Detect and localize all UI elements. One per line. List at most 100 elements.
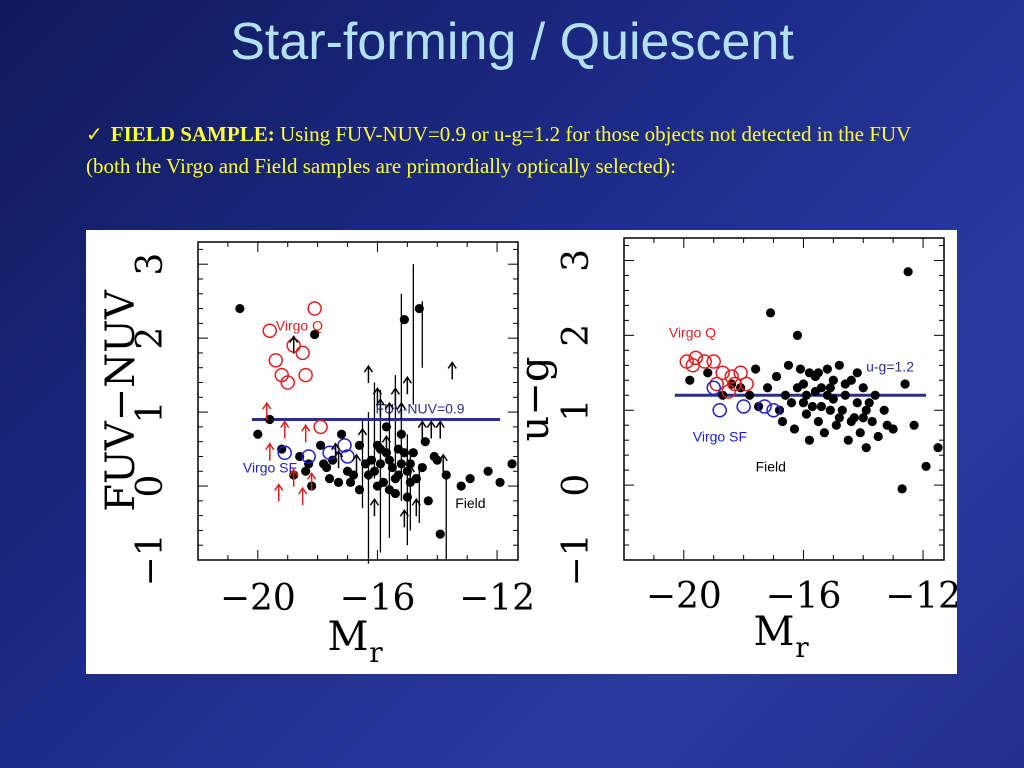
arrow-head [369,497,380,506]
field-point [354,485,365,495]
virgo-sf-point [757,399,772,414]
y-axis-label: u−g [512,357,558,442]
plot-frame [197,241,519,561]
upper-limit-arrow [417,420,427,439]
x-axis-label: M [328,614,369,660]
field-point [483,466,493,476]
virgo-q-point [724,369,739,384]
upper-limit-arrow [351,453,362,472]
field-point [384,455,395,465]
arrow-head [274,483,284,491]
annotation-label: Field [455,495,485,511]
virgo-sf-point [736,399,751,414]
virgo-sf-point [340,449,355,464]
field-point [310,329,320,340]
upper-limit-arrow [357,427,368,446]
field-point [304,459,314,469]
upper-limit-arrow [426,420,436,439]
field-point [399,315,409,325]
y-axis-label: FUV−NUV [98,289,144,512]
virgo-q-limit-arrow [298,486,308,506]
virgo-q-point [733,365,748,381]
arrow-head [399,508,409,517]
plot-2: −20 −16 −12 −1 0 1 2 3 u−g M r u-g=1.2 Virgo Q Virgo … [512,237,957,664]
field-point [801,409,812,419]
field-point [834,360,844,370]
field-point [861,405,871,415]
arrow-head [384,401,395,410]
field-point [840,379,850,389]
virgo-sf-point [712,402,727,418]
field-point [843,435,853,445]
upper-limit-arrow [381,435,392,454]
arrow-head [447,361,457,369]
arrow-head [298,486,308,495]
field-point [396,429,406,439]
field-point [324,474,335,484]
x-tick-label: −20 [646,576,722,617]
arrow-head [402,375,412,384]
field-point [831,420,841,430]
plot-1: −20 −16 −12 −1 0 1 2 3 FUV−NUV M r FUV-NUV=0.9 Virgo… [98,241,535,669]
field-point [429,451,439,462]
field-point [801,390,812,400]
field-point [253,429,263,439]
arrow-head [262,401,272,410]
arrow-head [289,468,299,477]
arrow-head [381,435,392,443]
field-point [465,474,475,484]
field-point [372,481,383,491]
virgo-q-limit-arrow [301,423,311,443]
bullet-heading: FIELD SAMPLE: [110,122,275,146]
field-point [441,470,451,480]
field-point [798,398,809,408]
field-point [750,364,761,374]
upper-limit-arrow [333,449,344,469]
field-point [921,461,931,471]
field-point [909,420,919,430]
arrow-head [435,420,445,428]
virgo-q-limit-arrow [274,483,284,502]
arrow-head [330,442,341,451]
virgo-q-limit-arrow [289,468,299,487]
virgo-q-point [721,384,736,399]
field-point [816,401,826,412]
y-tick-label: 3 [130,253,171,276]
field-point [390,474,400,484]
field-point [456,481,466,491]
field-point [828,375,838,385]
x-tick-label: −16 [339,578,415,619]
field-point [423,496,433,506]
arrow-head [405,464,415,473]
virgo-q-point [298,367,313,383]
y-tick-label: 2 [556,324,597,347]
virgo-q-point [709,376,724,392]
field-point [819,428,829,438]
arrow-head [333,449,344,458]
field-point [810,386,821,397]
field-point [858,413,868,423]
x-tick-label: −12 [459,578,535,619]
field-point [837,405,847,415]
field-point [363,470,374,480]
y-tick-label: 0 [130,475,171,498]
field-point [765,308,776,318]
field-point [933,443,943,453]
field-point [861,443,871,453]
field-point [348,470,359,480]
y-tick-label: 3 [556,249,597,272]
field-point [336,429,347,439]
field-point [387,462,397,473]
virgo-q-limit-arrow [262,401,272,421]
field-point [900,379,910,389]
virgo-sf-point [706,380,721,396]
x-tick-label: −12 [885,576,957,617]
annotation-label: Field [756,459,786,475]
field-point [390,488,400,499]
field-point [316,440,326,450]
field-point [846,416,856,427]
virgo-q-point [262,323,278,338]
x-axis-label: M [754,609,795,655]
field-point [852,398,862,408]
